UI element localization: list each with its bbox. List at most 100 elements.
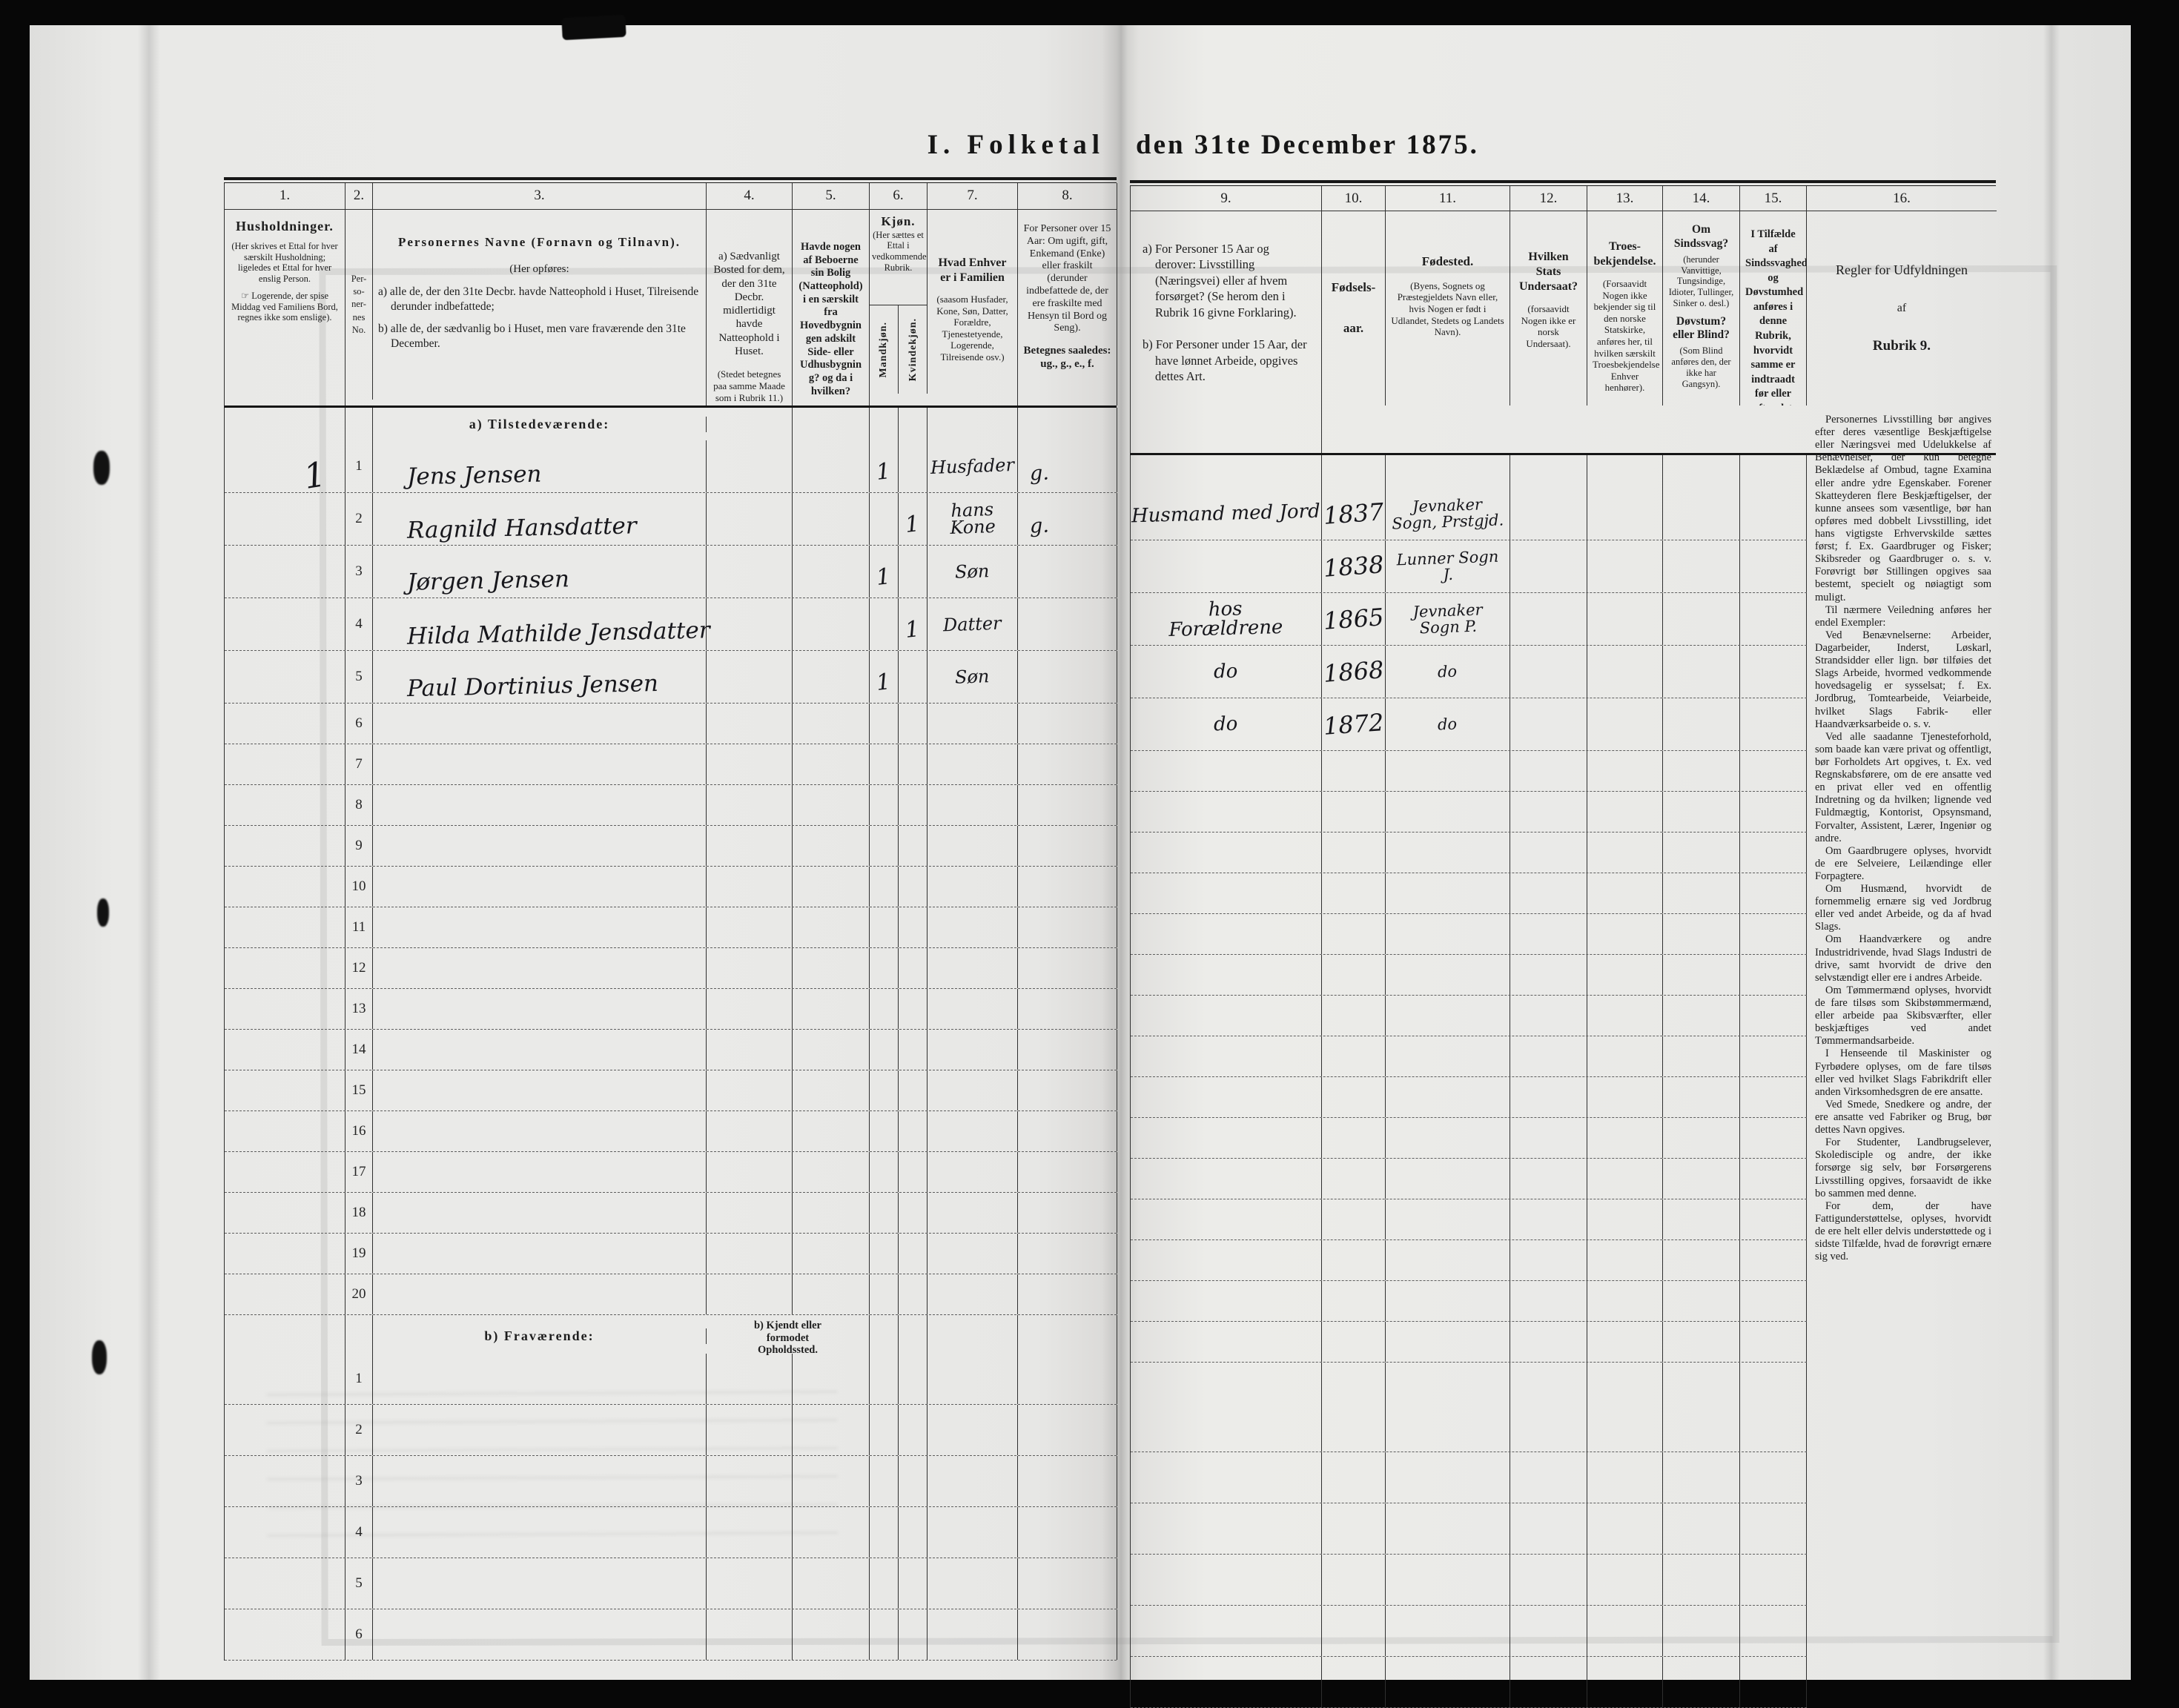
empty-cell [225, 1315, 345, 1357]
tilfaelde-cell [1740, 1606, 1807, 1656]
table-row: 1838 Lunner Sogn J. [1131, 540, 1807, 593]
tilfaelde-cell [1740, 751, 1807, 791]
family-position-cell [928, 1234, 1018, 1274]
col10-line1: Fødsels- [1331, 280, 1376, 295]
mandkjoen-cell: 1 [870, 651, 899, 703]
rules-paragraph: I Henseende til Maskinister og Fyrbødere… [1815, 1047, 1991, 1098]
family-position-cell: hans Kone [928, 493, 1018, 545]
bosted-cell [707, 1274, 793, 1314]
family-position-cell [928, 1070, 1018, 1110]
person-number-cell: 13 [345, 989, 373, 1029]
col-foedselsaar-header: Fødsels- aar. [1322, 211, 1386, 406]
kvindekjoen-cell [899, 440, 928, 492]
kvindekjoen-cell [899, 546, 928, 598]
marital-status-cell: g. [1018, 493, 1117, 545]
page-title-right: den 31te December 1875. [1136, 130, 1479, 160]
citizenship-cell [1510, 1240, 1587, 1280]
occupation-cell [1131, 1036, 1322, 1076]
col-navne-header: Personernes Navne (Fornavn og Tilnavn). … [373, 210, 707, 406]
empty-cell [1018, 408, 1117, 440]
mandkjoen-cell [870, 1507, 899, 1558]
table-row: 2 Ragnild Hansdatter 1 hans Kone [225, 493, 1117, 546]
sidebygning-cell [793, 440, 870, 492]
col11-note: (Byens, Sognets og Præstegjeldets Navn e… [1391, 279, 1504, 338]
col15-number: 15. [1740, 186, 1807, 211]
col4-text: a) Sædvanligt Bosted for dem, der den 31… [713, 251, 785, 358]
birthplace-cell [1386, 792, 1510, 832]
col7-title: Hvad Enhver er i Familien [938, 256, 1007, 284]
family-position-cell [928, 948, 1018, 988]
mandkjoen-cell [870, 989, 899, 1029]
col9-item-a: a) For Personer 15 Aar og derover: Livss… [1143, 242, 1297, 320]
sindssvag-cell [1663, 1118, 1740, 1158]
birthplace-cell [1386, 833, 1510, 873]
birthplace-cell [1386, 1606, 1510, 1656]
birth-year-cell: 1868 [1322, 646, 1386, 698]
name-cell [373, 1456, 707, 1506]
person-number-cell: 3 [345, 1456, 373, 1506]
household-number: 1 [300, 454, 329, 497]
table-row [1131, 1159, 1807, 1199]
sindssvag-cell [1663, 751, 1740, 791]
occupation-cell [1131, 833, 1322, 873]
birth-year-cell [1322, 1118, 1386, 1158]
name-cell: Ragnild Hansdatter [373, 493, 707, 545]
troesbekjendelse-cell [1587, 646, 1663, 698]
name-cell [373, 826, 707, 866]
name-cell: Paul Dortinius Jensen [373, 651, 707, 703]
name-cell [373, 704, 707, 744]
birth-year: 1837 [1322, 497, 1385, 530]
sindssvag-cell [1663, 1657, 1740, 1707]
person-number-cell: 9 [345, 826, 373, 866]
section-b-label: b) Fraværende: [373, 1328, 707, 1344]
empty-cell [1386, 455, 1510, 488]
marital-status-cell [1018, 651, 1117, 703]
family-position-cell: Søn [928, 651, 1018, 703]
sindssvag-cell [1663, 873, 1740, 913]
birth-year-cell: 1837 [1322, 488, 1386, 540]
birthplace-cell [1386, 1555, 1510, 1605]
name-cell [373, 1558, 707, 1609]
kvindekjoen-cell [899, 1152, 928, 1192]
mandkjoen-cell: 1 [870, 546, 899, 598]
troesbekjendelse-cell [1587, 996, 1663, 1036]
marital-status-cell [1018, 989, 1117, 1029]
mandkjoen-subcolumn: Mandkjøn. [870, 305, 899, 394]
empty-cell [870, 408, 899, 440]
birthplace: Jevnaker Sogn, Prstgjd. [1392, 495, 1504, 533]
empty-cell [899, 408, 928, 440]
table-row [1131, 914, 1807, 955]
birth-year-cell [1322, 1401, 1386, 1452]
citizenship-cell [1510, 1077, 1587, 1117]
occupation-cell [1131, 955, 1322, 995]
col14-title2: Døvstum? eller Blind? [1673, 314, 1730, 342]
present-persons-rows-right: Husmand med Jord 1837 Jevnaker Sogn, Prs… [1131, 488, 1807, 1363]
occupation-cell [1131, 1401, 1322, 1452]
col3-item-b: b) alle de, der sædvanlig bo i Huset, me… [378, 322, 686, 351]
household-number-cell [225, 651, 345, 703]
family-position-cell [928, 1405, 1018, 1455]
birthplace: do [1438, 662, 1458, 681]
bosted-cell [707, 493, 793, 545]
sindssvag-cell [1663, 833, 1740, 873]
col2-label-line: Per- [351, 273, 367, 284]
person-name: Jens Jensen [406, 460, 542, 491]
col12-number: 12. [1510, 186, 1587, 211]
troesbekjendelse-cell [1587, 751, 1663, 791]
sindssvag-cell [1663, 488, 1740, 540]
table-header-left: 1. 2. 3. 4. 5. 6. 7. 8. Husholdninger. (… [224, 183, 1117, 408]
table-row: 1 [225, 1354, 1117, 1405]
troesbekjendelse-cell [1587, 914, 1663, 954]
mandkjoen-cell [870, 598, 899, 650]
mandkjoen-cell [870, 1193, 899, 1233]
empty-cell [1510, 455, 1587, 488]
census-table-right: 9. 10. 11. 12. 13. 14. 15. 16. a) For Pe… [1130, 180, 1997, 1708]
mandkjoen-cell [870, 1070, 899, 1110]
col3-number: 3. [373, 183, 707, 210]
table-row: 2 [225, 1405, 1117, 1456]
col14-note1: (herunder Vanvittige, Tungsindige, Idiot… [1668, 254, 1734, 308]
sindssvag-cell [1663, 1240, 1740, 1280]
bosted-cell [707, 651, 793, 703]
sindssvag-cell [1663, 914, 1740, 954]
birthplace-cell [1386, 1401, 1510, 1452]
